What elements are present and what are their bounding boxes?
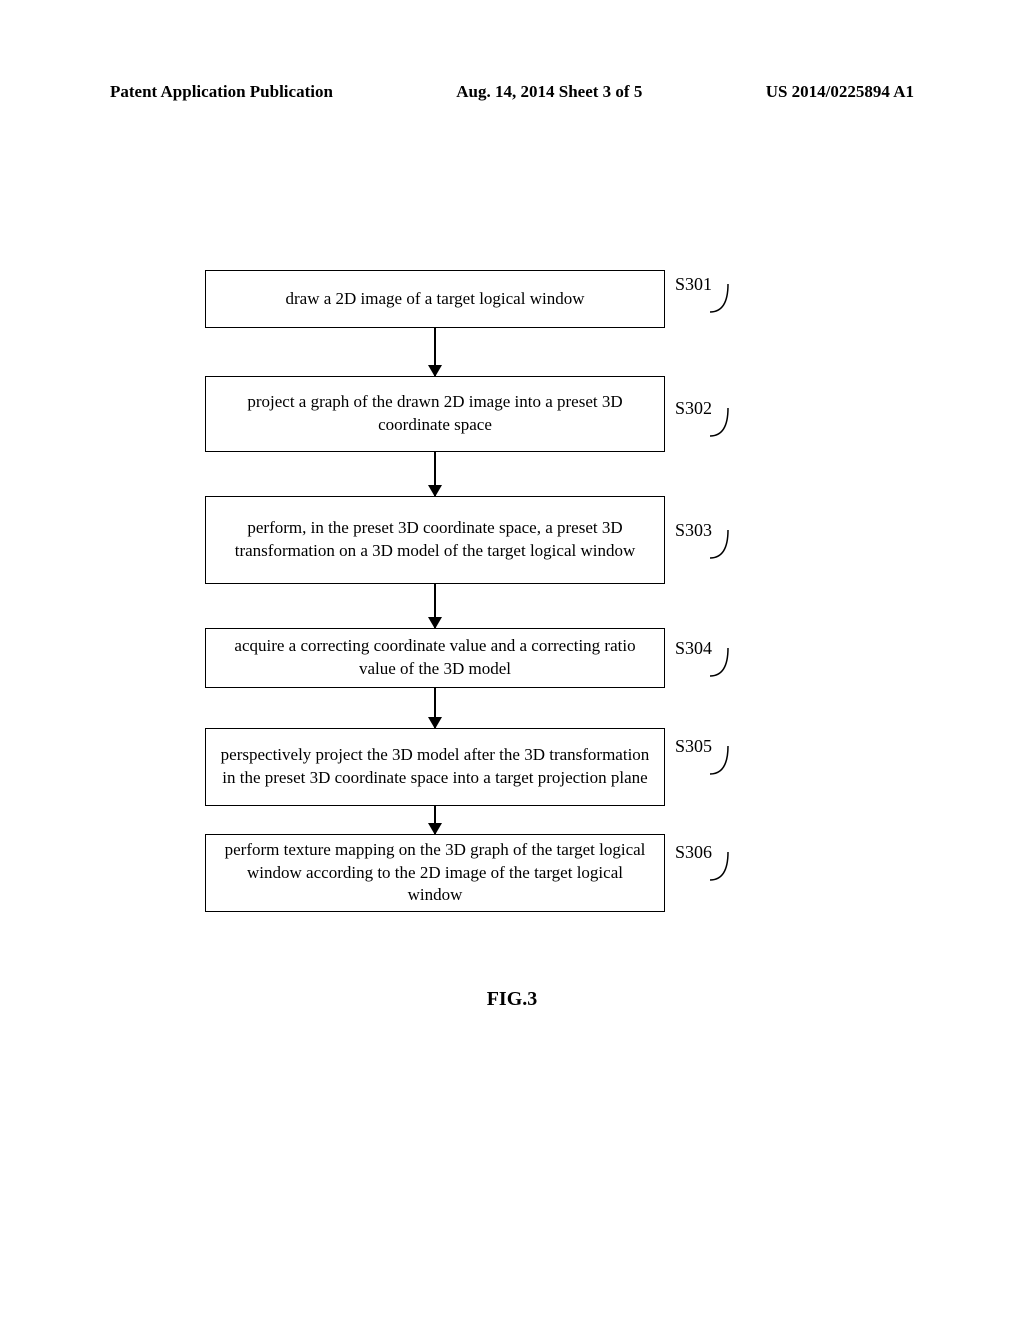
flowchart-arrow	[205, 452, 665, 496]
flowchart-step-label: S303	[675, 518, 738, 562]
flowchart-box: perspectively project the 3D model after…	[205, 728, 665, 806]
flowchart: draw a 2D image of a target logical wind…	[205, 270, 735, 912]
callout-curve-icon	[708, 528, 738, 562]
flowchart-box: perform, in the preset 3D coordinate spa…	[205, 496, 665, 584]
flowchart-arrow	[205, 688, 665, 728]
flowchart-step-id: S306	[675, 840, 712, 863]
figure-caption: FIG.3	[0, 988, 1024, 1011]
flowchart-step: project a graph of the drawn 2D image in…	[205, 376, 735, 452]
flowchart-step: perform texture mapping on the 3D graph …	[205, 834, 735, 912]
header-patent-number: US 2014/0225894 A1	[766, 82, 914, 102]
flowchart-step-label: S304	[675, 636, 738, 680]
flowchart-step-id: S301	[675, 272, 712, 295]
flowchart-step-id: S303	[675, 518, 712, 541]
flowchart-step: draw a 2D image of a target logical wind…	[205, 270, 735, 328]
flowchart-step-id: S304	[675, 636, 712, 659]
flowchart-step: perspectively project the 3D model after…	[205, 728, 735, 806]
flowchart-step-id: S305	[675, 734, 712, 757]
flowchart-box: perform texture mapping on the 3D graph …	[205, 834, 665, 912]
flowchart-box-text: project a graph of the drawn 2D image in…	[220, 391, 650, 437]
flowchart-box-text: perform texture mapping on the 3D graph …	[220, 839, 650, 908]
flowchart-step: acquire a correcting coordinate value an…	[205, 628, 735, 688]
flowchart-step-label: S306	[675, 840, 738, 884]
flowchart-step-id: S302	[675, 396, 712, 419]
header-publication: Patent Application Publication	[110, 82, 333, 102]
callout-curve-icon	[708, 744, 738, 778]
page-header: Patent Application Publication Aug. 14, …	[110, 82, 914, 102]
flowchart-arrow	[205, 328, 665, 376]
flowchart-box: draw a 2D image of a target logical wind…	[205, 270, 665, 328]
flowchart-box-text: acquire a correcting coordinate value an…	[220, 635, 650, 681]
callout-curve-icon	[708, 406, 738, 440]
flowchart-box: project a graph of the drawn 2D image in…	[205, 376, 665, 452]
header-date-sheet: Aug. 14, 2014 Sheet 3 of 5	[456, 82, 642, 102]
callout-curve-icon	[708, 646, 738, 680]
callout-curve-icon	[708, 850, 738, 884]
flowchart-step-label: S301	[675, 272, 738, 316]
flowchart-box-text: perspectively project the 3D model after…	[220, 744, 650, 790]
flowchart-step: perform, in the preset 3D coordinate spa…	[205, 496, 735, 584]
flowchart-step-label: S305	[675, 734, 738, 778]
flowchart-arrow	[205, 806, 665, 834]
flowchart-arrow	[205, 584, 665, 628]
callout-curve-icon	[708, 282, 738, 316]
flowchart-step-label: S302	[675, 396, 738, 440]
flowchart-box-text: perform, in the preset 3D coordinate spa…	[220, 517, 650, 563]
flowchart-box: acquire a correcting coordinate value an…	[205, 628, 665, 688]
flowchart-box-text: draw a 2D image of a target logical wind…	[286, 288, 585, 311]
